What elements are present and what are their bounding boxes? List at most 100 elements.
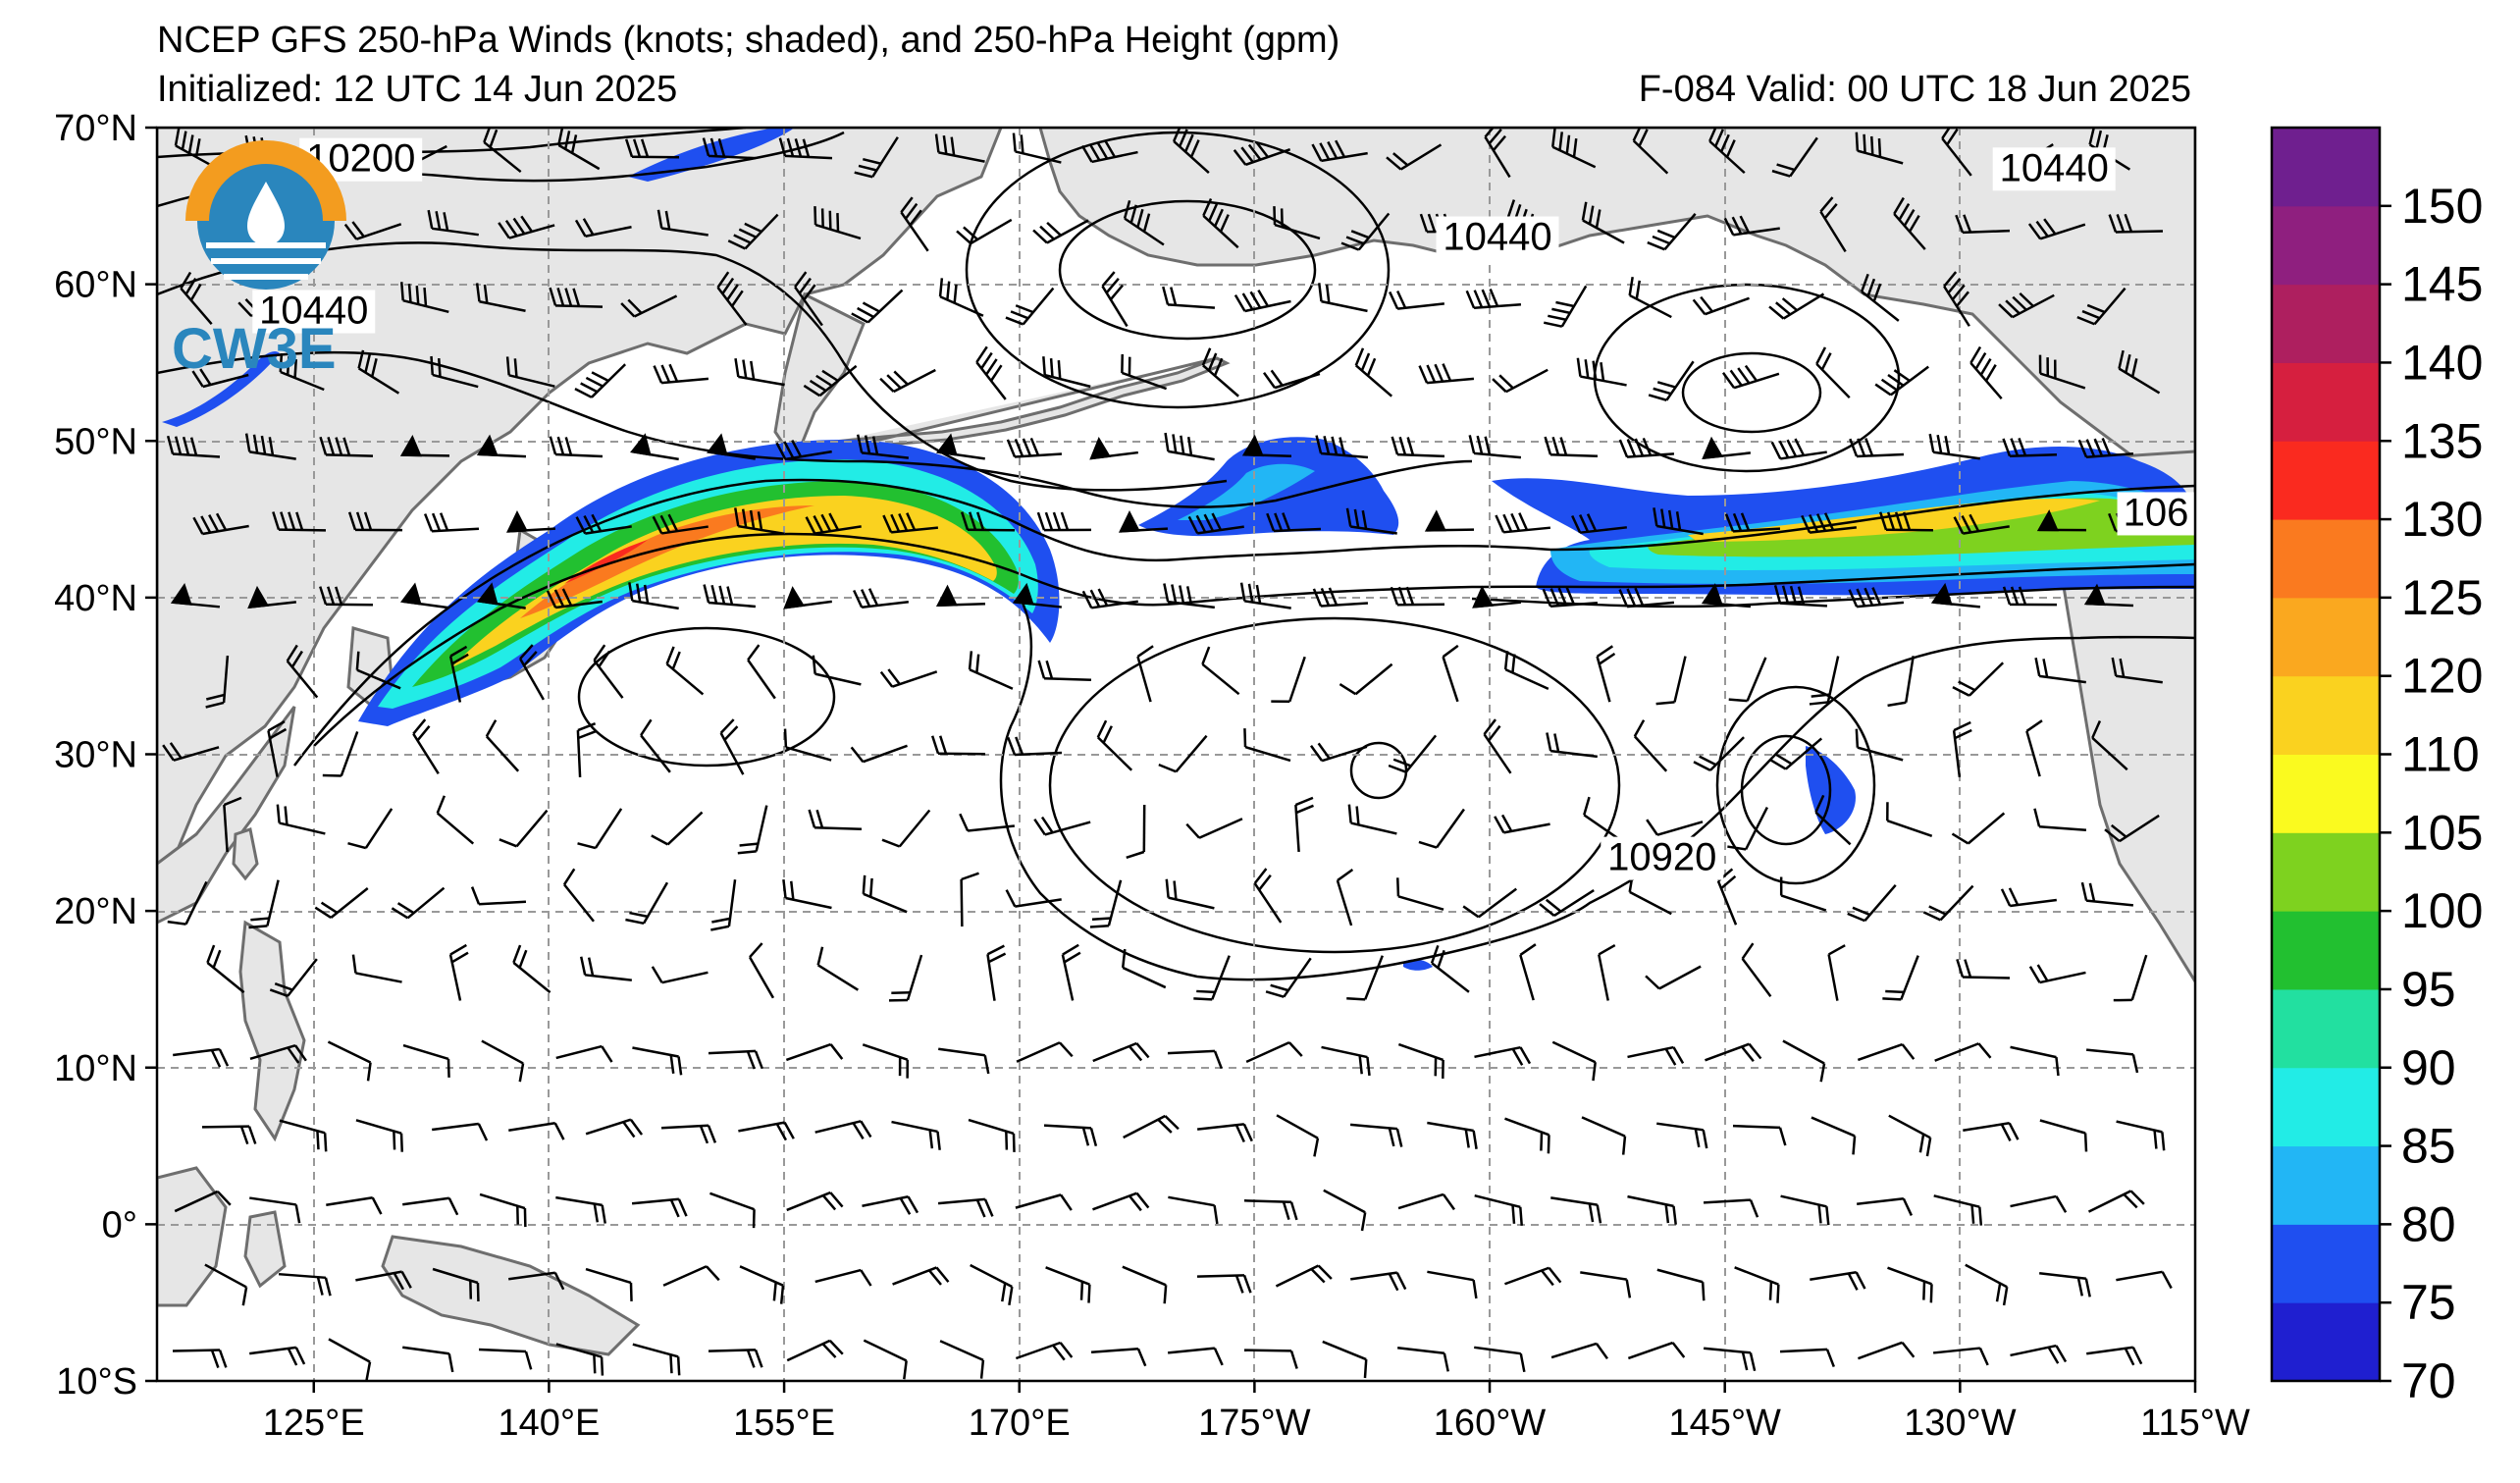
wind-barb [2039,1272,2091,1298]
longitude-axis: 125°E 140°E 155°E 170°E 175°W 160°W 145°W 130°W… [263,1381,2250,1444]
wind-barb [1768,737,1823,770]
cw3e-logo: CW3E [172,140,346,381]
wind-barb [172,1349,228,1368]
wind-barb [968,651,1014,690]
wind-barb [1633,719,1668,772]
wind-barb [812,655,862,686]
wind-barb [357,349,400,395]
wind-barb [1810,1271,1866,1291]
wind-barb [620,294,678,318]
wind-barb [2116,1270,2173,1290]
wind-barb [399,582,449,609]
wind-barb [278,1272,332,1297]
wind-barb [881,809,931,848]
wind-barb [1732,1124,1787,1146]
height-contours [157,128,2195,981]
wind-barb [498,215,555,239]
lat-tick-label: 10°S [56,1361,137,1403]
wind-barb [854,136,899,179]
wind-barb [448,645,469,703]
wind-barb [1855,728,1904,762]
wind-barb [1271,656,1306,703]
wind-barb [555,1343,604,1376]
wind-barb [665,646,705,696]
wind-barb [319,586,374,607]
wind-barb [1655,656,1687,706]
wind-barb [191,368,249,389]
wind-barb [2118,349,2161,395]
wind-barb [934,133,985,163]
wind-barb [2083,583,2134,608]
wind-barb [1096,719,1133,771]
wind-barb [162,742,220,762]
lat-tick-label: 0° [102,1204,137,1245]
wind-barb [399,435,450,457]
wind-barb [1702,436,1751,460]
wind-barb [1801,512,1857,534]
wind-barb [576,722,597,778]
wind-barb [1504,1266,1562,1287]
wind-barb [1656,1268,1706,1301]
wind-barb [956,218,1013,245]
wind-barb [1418,363,1475,385]
colorbar-label: 140 [2401,335,2483,390]
wind-barb [937,1197,994,1218]
wind-barb [1693,736,1745,771]
wind-barb [970,1263,1014,1305]
wind-barb [863,1339,908,1380]
wind-barb [1878,511,1934,532]
wind-barb [706,433,756,460]
wind-barb [1814,794,1852,846]
logo-droplet [247,182,285,245]
colorbar-segment [2272,675,2380,755]
wind-barb [1474,1045,1532,1066]
wind-barb [786,1191,844,1212]
wind-barb [1162,286,1216,309]
wind-barb [2111,657,2163,684]
wind-barb [1703,1347,1757,1372]
contour-label-background [1601,836,1724,880]
wind-barb [1827,944,1846,1001]
wind-barb [1243,1349,1298,1369]
wind-barb [803,364,858,397]
colorbar-segment [2272,1224,2380,1303]
contour-line [157,350,1473,508]
wind-barb [1724,512,1781,533]
wind-barb [1340,212,1391,251]
wind-barb [499,809,549,848]
wind-barb [319,436,374,457]
wind-barb [1172,128,1210,174]
wind-barb [2002,586,2058,607]
wind-barb [632,1046,683,1076]
wind-barb [1504,1117,1550,1154]
wind-barb [476,434,527,458]
wind-barb [286,644,319,699]
wind-barb [1101,271,1129,328]
wind-barb [808,809,863,831]
wind-barb [1430,944,1470,993]
wind-barb [708,1049,763,1070]
wind-barb [1167,1347,1224,1366]
colorbar-label: 105 [2401,805,2483,860]
wind-barb [1037,660,1092,682]
wind-barb [2039,1119,2088,1152]
colorbar-segment [2272,1302,2380,1382]
wind-barb [1492,368,1549,394]
wind-barb [557,128,601,171]
latitude-axis: 70°N 60°N 50°N 40°N 30°N 20°N 10°N 0° 10°S [54,108,157,1403]
wind-barb [1847,884,1897,923]
wind-barb [1032,219,1089,244]
wind-barb [1932,1347,1989,1366]
wind-barb [850,744,908,764]
wind-barb [1427,1270,1478,1299]
colorbar-segment [2272,441,2380,520]
wind-barb [1953,513,2010,535]
wind-barb [1196,1274,1252,1294]
wind-barb [1468,435,1522,459]
lat-tick-label: 40°N [54,578,137,619]
contour-label: 10440 [1443,216,1551,259]
wind-barb [1495,512,1551,534]
wind-barb [1887,656,1915,708]
wind-barb [1519,943,1537,1001]
